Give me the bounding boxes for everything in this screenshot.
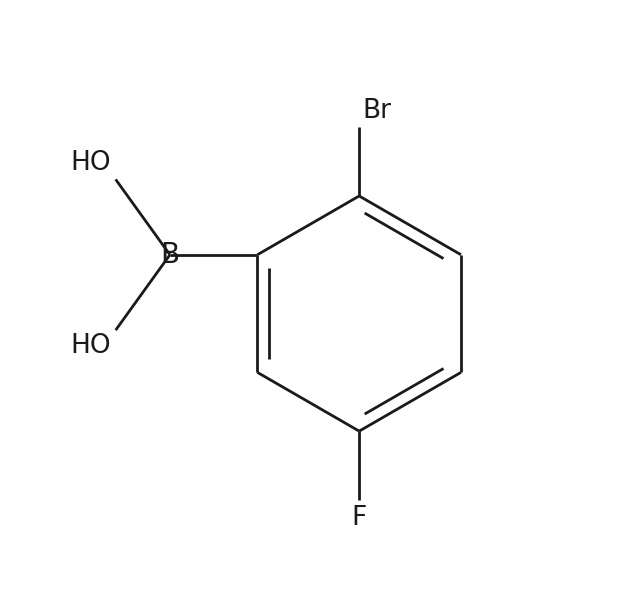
Text: HO: HO — [70, 333, 111, 359]
Text: B: B — [161, 241, 179, 269]
Text: F: F — [351, 505, 367, 531]
Text: HO: HO — [70, 150, 111, 176]
Text: Br: Br — [362, 98, 391, 124]
